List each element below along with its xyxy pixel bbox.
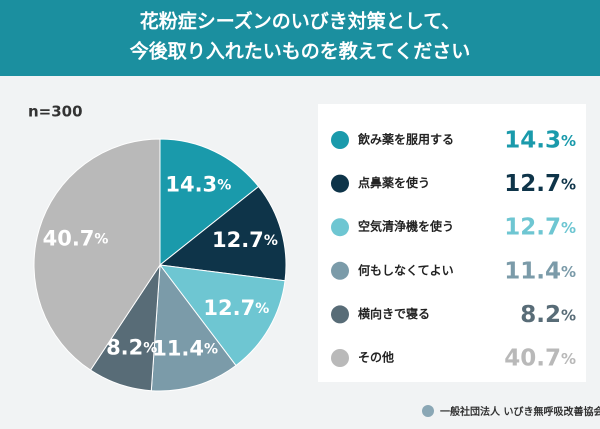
legend-label: 何もしなくてよい (358, 262, 454, 277)
legend-label: 飲み薬を服用する (357, 132, 454, 147)
source-icon (422, 405, 434, 417)
legend-box (318, 104, 586, 382)
legend-marker (331, 218, 349, 237)
legend-label: 空気清浄機を使う (358, 219, 454, 234)
legend-marker (331, 305, 349, 324)
pie-slice (159, 138, 260, 267)
chart-title: 今後取り入れたいものを教えてください (129, 40, 470, 63)
legend-value: 12.7% (504, 171, 576, 197)
legend-value: 40.7% (504, 346, 576, 372)
legend-value: 8.2% (520, 302, 576, 328)
source: 一般社団法人 いびき無呼吸改善協会 (440, 405, 600, 418)
legend-label: その他 (358, 350, 394, 365)
legend-marker (331, 349, 349, 367)
legend-value: 11.4% (504, 258, 576, 284)
pie-slice (150, 263, 237, 392)
chart-title: 花粉症シーズンのいびき対策として、 (140, 10, 461, 33)
header-band (0, 0, 600, 76)
legend-value: 12.7% (504, 215, 576, 241)
sample-size: n=300 (28, 103, 83, 121)
legend-marker (331, 131, 349, 149)
legend-marker (331, 174, 349, 193)
slice-label: 8.2% (106, 336, 157, 360)
slice-label: 40.7% (43, 227, 109, 251)
pie-slice (33, 138, 161, 371)
pie-slice (158, 264, 286, 367)
legend-value: 14.3% (504, 128, 576, 154)
legend-label: 横向きで寝る (358, 306, 430, 321)
legend-label: 点鼻薬を使う (358, 175, 430, 190)
legend-marker (331, 261, 349, 280)
pie-slice (158, 185, 287, 282)
